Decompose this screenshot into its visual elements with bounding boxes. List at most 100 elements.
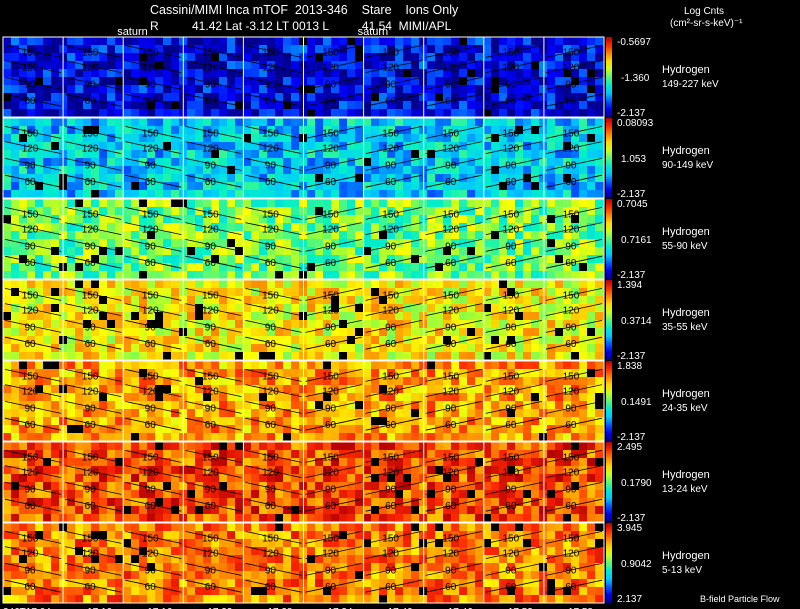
- heatmap-cell: [467, 450, 476, 459]
- heatmap-cell: [83, 207, 92, 216]
- heatmap-cell: [587, 182, 596, 191]
- heatmap-cell: [203, 150, 212, 159]
- pitch-angle-contour: [305, 45, 362, 58]
- heatmap-cell: [355, 215, 364, 224]
- heatmap-cell: [251, 215, 260, 224]
- heatmap-cell: [11, 344, 20, 353]
- contour-label: 120: [563, 387, 580, 398]
- heatmap-cell: [515, 344, 524, 353]
- heatmap-cell: [67, 304, 76, 313]
- heatmap-cell: [483, 280, 492, 289]
- heatmap-cell: [315, 101, 324, 110]
- heatmap-cell: [195, 182, 204, 191]
- heatmap-cell: [163, 158, 172, 167]
- heatmap-cell: [395, 37, 404, 46]
- heatmap-cell: [403, 288, 412, 297]
- pitch-angle-contour: [425, 320, 482, 333]
- heatmap-cell: [531, 190, 540, 199]
- heatmap-cell: [411, 166, 420, 175]
- heatmap-cell: [347, 190, 356, 199]
- heatmap-cell: [307, 207, 316, 216]
- heatmap-cell: [219, 223, 228, 232]
- heatmap-cell: [11, 61, 20, 70]
- heatmap-cell: [67, 328, 76, 337]
- heatmap-cell: [363, 77, 372, 86]
- heatmap-cell: [379, 361, 388, 370]
- heatmap-cell: [435, 312, 444, 321]
- heatmap-cell: [171, 53, 180, 62]
- contour-label: 60: [145, 258, 157, 269]
- heatmap-cell: [507, 506, 516, 515]
- pitch-angle-contour: [4, 174, 62, 188]
- pitch-angle-contour: [185, 207, 242, 220]
- heatmap-cell: [491, 482, 500, 491]
- heatmap-cell: [403, 150, 412, 159]
- heatmap-cell: [235, 223, 244, 232]
- heatmap-cell: [491, 223, 500, 232]
- pitch-angle-contour: [185, 222, 242, 235]
- heatmap-cell: [411, 77, 420, 86]
- heatmap-cell: [403, 425, 412, 434]
- heatmap-cell: [227, 126, 236, 135]
- heatmap-cell: [107, 77, 116, 86]
- heatmap-cell: [555, 304, 564, 313]
- heatmap-cell: [315, 288, 324, 297]
- heatmap-cell: [259, 255, 268, 264]
- heatmap-cell: [83, 215, 92, 224]
- contour-label: 150: [82, 371, 99, 382]
- heatmap-cell: [323, 126, 332, 135]
- heatmap-cell: [171, 474, 180, 483]
- heatmap-cell: [163, 93, 172, 102]
- heatmap-cell: [275, 118, 284, 127]
- heatmap-cell: [3, 142, 12, 151]
- heatmap-cell: [547, 361, 556, 370]
- heatmap-cell: [203, 182, 212, 191]
- heatmap-cell: [187, 182, 196, 191]
- heatmap-cell: [347, 417, 356, 426]
- heatmap-cell: [403, 280, 412, 289]
- heatmap-cell: [123, 53, 132, 62]
- heatmap-cell: [267, 514, 276, 523]
- heatmap-cell: [195, 118, 204, 127]
- heatmap-cell: [379, 247, 388, 256]
- pitch-angle-contour: [65, 158, 122, 171]
- heatmap-cell: [83, 474, 92, 483]
- heatmap-cell: [11, 77, 20, 86]
- heatmap-cell: [587, 328, 596, 337]
- heatmap-cell: [259, 271, 268, 280]
- heatmap-cell: [11, 312, 20, 321]
- heatmap-cell: [227, 69, 236, 78]
- heatmap-cell: [139, 328, 148, 337]
- heatmap-cell: [539, 126, 548, 135]
- heatmap-cell: [235, 320, 244, 329]
- heatmap-cell: [147, 377, 156, 386]
- heatmap-cell: [83, 320, 92, 329]
- heatmap-cell: [331, 490, 340, 499]
- heatmap-cell: [531, 223, 540, 232]
- heatmap-cell: [379, 215, 388, 224]
- heatmap-cell: [171, 369, 180, 378]
- heatmap-cell: [387, 207, 396, 216]
- heatmap-cell: [315, 174, 324, 183]
- heatmap-cell: [443, 223, 452, 232]
- heatmap-cell: [67, 53, 76, 62]
- heatmap-cell: [99, 352, 108, 361]
- heatmap-cell: [251, 450, 260, 459]
- heatmap-cell: [43, 401, 52, 410]
- heatmap-cell: [107, 174, 116, 183]
- heatmap-cell: [595, 514, 604, 523]
- heatmap-cell: [27, 482, 36, 491]
- heatmap-cell: [563, 231, 572, 240]
- heatmap-cell: [259, 280, 268, 289]
- heatmap-cell: [235, 158, 244, 167]
- heatmap-cell: [155, 199, 164, 208]
- contour-label: 150: [22, 452, 39, 463]
- heatmap-cell: [571, 482, 580, 491]
- heatmap-cell: [579, 182, 588, 191]
- heatmap-cell: [339, 361, 348, 370]
- heatmap-cell: [531, 304, 540, 313]
- heatmap-cell: [43, 271, 52, 280]
- heatmap-cell: [507, 207, 516, 216]
- heatmap-cell: [347, 393, 356, 402]
- heatmap-cell: [427, 158, 436, 167]
